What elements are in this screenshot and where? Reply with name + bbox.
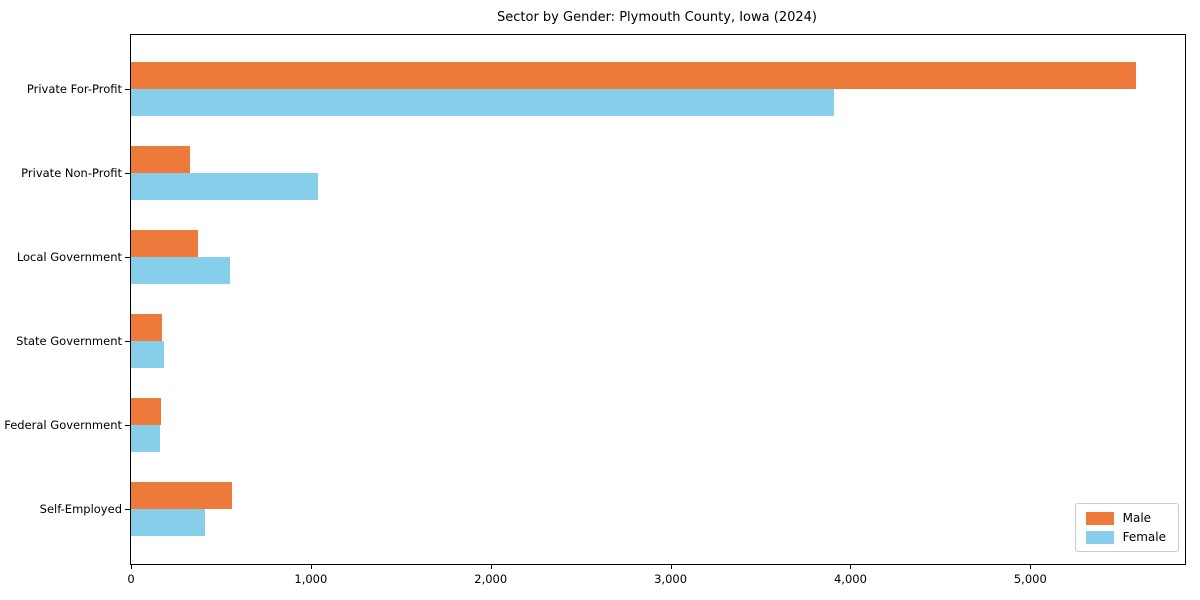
chart-title: Sector by Gender: Plymouth County, Iowa … [497,10,817,25]
x-tick-mark [850,564,852,569]
x-tick-mark [490,564,492,569]
legend-swatch-male [1085,511,1114,525]
legend-swatch-female [1085,530,1114,544]
bar-male-4 [131,398,161,425]
bar-female-5 [131,509,205,536]
y-tick-label: Local Government [16,250,122,264]
y-tick-mark [125,509,130,510]
y-tick-mark [125,425,130,426]
x-tick-label: 3,000 [654,572,688,586]
x-tick-mark [1030,564,1032,569]
bar-male-0 [131,62,1137,89]
bar-female-1 [131,173,319,200]
bar-male-2 [131,230,198,257]
legend: Male Female [1074,503,1179,552]
bar-female-2 [131,257,230,284]
bar-male-5 [131,482,232,509]
y-tick-mark [125,89,130,90]
bar-female-3 [131,341,165,368]
y-tick-label: State Government [16,334,122,348]
y-tick-label: Federal Government [4,418,122,432]
legend-item-male: Male [1085,511,1166,525]
y-tick-label: Self-Employed [39,502,122,516]
x-tick-label: 2,000 [474,572,508,586]
legend-item-female: Female [1085,530,1166,544]
bar-female-0 [131,89,835,116]
x-tick-mark [310,564,312,569]
y-tick-label: Private Non-Profit [21,166,122,180]
bar-female-4 [131,425,160,452]
x-tick-mark [670,564,672,569]
x-tick-label: 0 [127,572,135,586]
legend-label: Male [1122,511,1152,525]
y-tick-mark [125,257,130,258]
y-tick-mark [125,341,130,342]
x-tick-label: 5,000 [1013,572,1047,586]
bar-male-3 [131,314,162,341]
legend-label: Female [1122,530,1166,544]
plot-area: Private For-Profit Private Non-Profit Loca… [4,34,1186,586]
x-tick-label: 1,000 [294,572,328,586]
x-tick-label: 4,000 [833,572,867,586]
y-tick-mark [125,173,130,174]
y-tick-label: Private For-Profit [26,82,122,96]
bar-male-1 [131,146,191,173]
x-tick-mark [131,564,132,569]
